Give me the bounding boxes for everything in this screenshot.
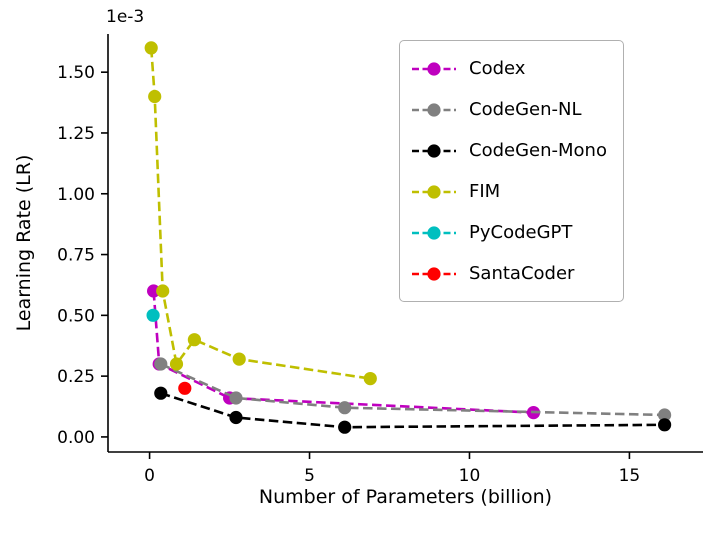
legend-label: Codex — [469, 58, 526, 79]
x-axis-label: Number of Parameters (billion) — [258, 486, 553, 508]
series-marker-fim — [363, 372, 377, 386]
legend-label: FIM — [469, 181, 501, 202]
y-axis-offset-label: 1e-3 — [106, 7, 145, 27]
legend-key-icon — [412, 143, 456, 158]
y-tick-label: 1.25 — [57, 124, 95, 144]
legend-label: CodeGen-Mono — [469, 140, 607, 161]
legend-item-codex: Codex — [411, 48, 607, 89]
series-line-codegen-nl — [160, 362, 665, 417]
legend-label: CodeGen-NL — [469, 99, 582, 120]
series-line-codex — [152, 290, 534, 414]
x-tick-label: 0 — [144, 466, 155, 486]
legend-key-icon — [412, 225, 456, 240]
series-marker-pycodegpt — [146, 308, 160, 322]
legend-item-fim: FIM — [411, 171, 607, 212]
series-marker-fim — [187, 333, 201, 347]
series-marker-fim — [148, 89, 162, 104]
series-marker-fim — [156, 284, 170, 298]
x-tick-label: 15 — [619, 466, 641, 486]
series-marker-codegen-nl — [154, 357, 168, 371]
legend-item-codegen-mono: CodeGen-Mono — [411, 130, 607, 171]
legend-key-icon — [412, 266, 456, 281]
series-marker-fim — [232, 352, 246, 366]
y-tick-label: 0.50 — [57, 306, 95, 326]
series-marker-codegen-nl — [338, 401, 352, 415]
legend-item-santacoder: SantaCoder — [411, 253, 607, 294]
series-marker-codex — [147, 284, 161, 298]
y-axis-label: Learning Rate (LR) — [13, 154, 35, 332]
legend-key-icon — [412, 184, 456, 199]
series-marker-fim — [169, 357, 184, 371]
x-tick-label: 5 — [304, 466, 315, 486]
series-marker-codegen-nl — [229, 391, 243, 405]
series-marker-codegen-mono — [229, 410, 243, 425]
legend: Codex CodeGen-NL CodeGen-Mono FIM PyCodeGPT S… — [399, 40, 624, 302]
series-marker-santacoder — [178, 381, 192, 395]
series-marker-codegen-mono — [154, 386, 168, 400]
y-tick-label: 0.00 — [57, 428, 95, 448]
legend-label: SantaCoder — [469, 263, 575, 284]
legend-item-codegen-nl: CodeGen-NL — [411, 89, 607, 130]
legend-key-icon — [412, 61, 456, 76]
legend-key-icon — [412, 102, 456, 117]
y-tick-label: 0.75 — [57, 246, 95, 266]
series-marker-codegen-mono — [338, 420, 352, 434]
series-line-fim — [149, 47, 371, 380]
y-tick-label: 0.25 — [57, 367, 95, 387]
legend-item-pycodegpt: PyCodeGPT — [411, 212, 607, 253]
y-tick-label: 1.00 — [57, 185, 95, 205]
series-marker-codegen-mono — [658, 418, 672, 432]
series-line-codegen-mono — [160, 391, 665, 429]
y-tick-label: 1.50 — [57, 63, 95, 83]
series-marker-codegen-nl — [658, 408, 672, 422]
x-tick-label: 10 — [459, 466, 481, 486]
series-marker-fim — [144, 41, 158, 55]
legend-label: PyCodeGPT — [469, 222, 573, 243]
